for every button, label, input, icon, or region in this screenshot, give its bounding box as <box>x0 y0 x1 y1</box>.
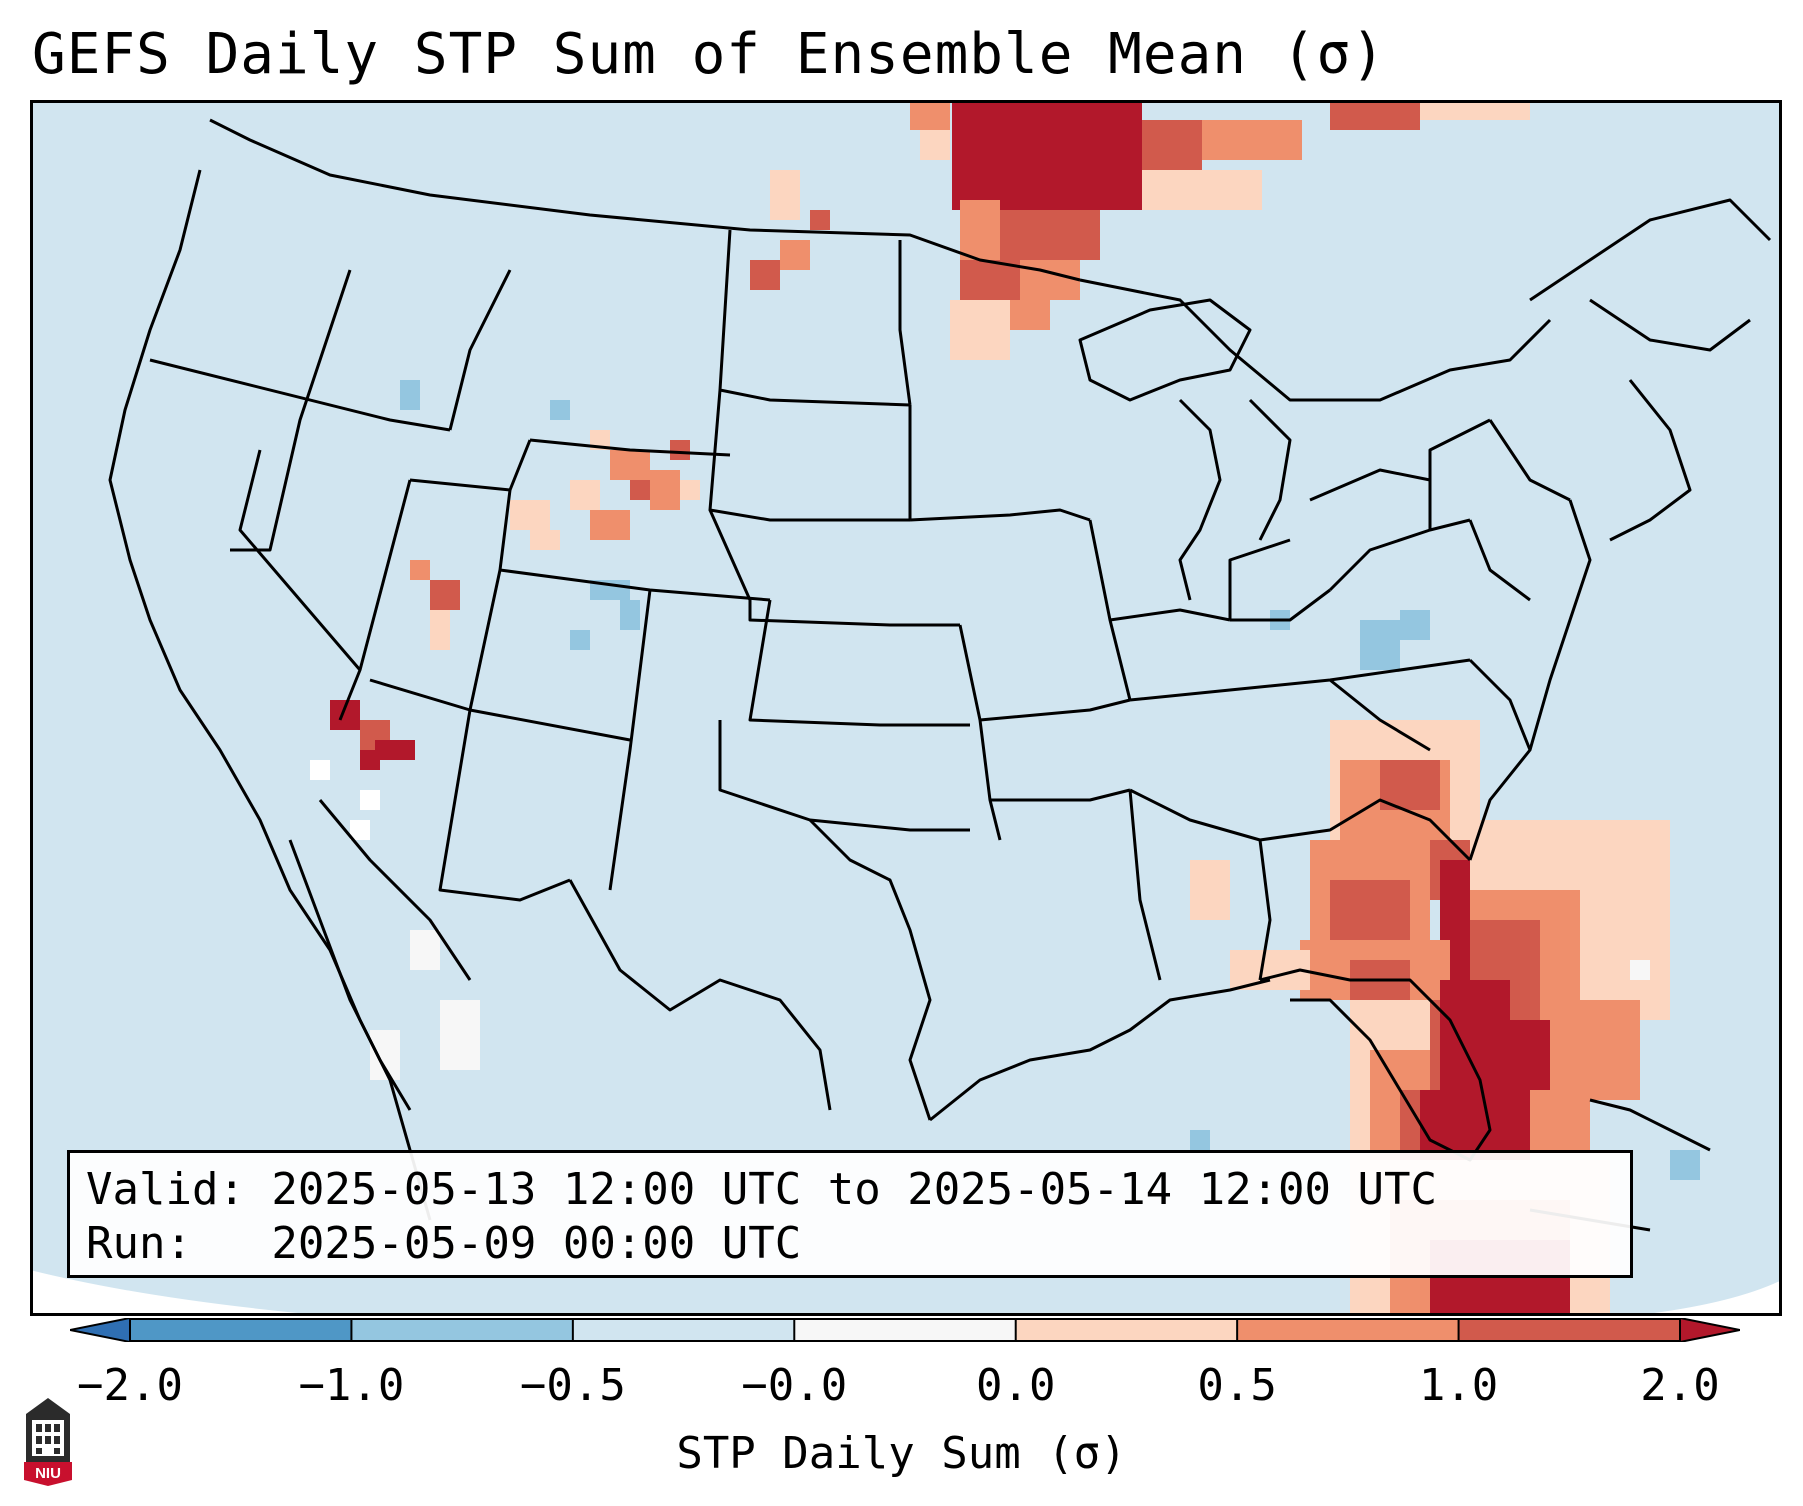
colorbar-segment <box>1237 1319 1460 1341</box>
colorbar-extend-low <box>70 1318 130 1342</box>
boundaries <box>108 118 1772 1232</box>
anomaly-baja <box>370 930 480 1080</box>
valid-run-info-box: Valid: 2025-05-13 12:00 UTC to 2025-05-1… <box>67 1150 1633 1278</box>
colorbar-segment <box>351 1319 574 1341</box>
niu-logo: NIU <box>24 1398 72 1486</box>
colorbar-tick-label: 1.0 <box>1418 1360 1499 1411</box>
anomaly-nevada <box>310 700 415 840</box>
valid-time-text: Valid: 2025-05-13 12:00 UTC to 2025-05-1… <box>86 1164 1438 1215</box>
colorbar-tick-label: −2.0 <box>77 1360 183 1411</box>
map-border <box>30 100 1782 1316</box>
colorbar-segment <box>130 1319 352 1341</box>
colorbar-tick-label: −0.5 <box>519 1360 626 1411</box>
svg-text:NIU: NIU <box>35 1465 61 1482</box>
colorbar-segment <box>572 1319 795 1341</box>
colorbar-segment <box>794 1319 1017 1341</box>
projection-edge-right <box>1630 1280 1782 1316</box>
border-canada-us <box>209 118 1081 282</box>
projection-edge-left <box>30 1270 330 1316</box>
colorbar-tick-label: 0.0 <box>975 1360 1056 1411</box>
colorbar-segment <box>1015 1319 1238 1341</box>
colorbar <box>70 1318 1740 1342</box>
map-canvas <box>30 100 1782 1316</box>
colorbar-outline <box>129 1318 1681 1342</box>
colorbar-tick-label: 2.0 <box>1640 1360 1720 1411</box>
colorbar-tick-label: −0.0 <box>741 1360 848 1411</box>
anomaly-west-virginia <box>1360 620 1400 670</box>
run-time-text: Run: 2025-05-09 00:00 UTC <box>86 1218 802 1269</box>
map-title: GEFS Daily STP Sum of Ensemble Mean (σ) <box>32 22 1386 87</box>
colorbar-tick-label: −1.0 <box>298 1360 405 1411</box>
colorbar-label: STP Daily Sum (σ) <box>676 1428 1127 1479</box>
colorbar-extend-high <box>1680 1318 1740 1342</box>
colorbar-tick-label: 0.5 <box>1197 1360 1277 1411</box>
anomaly-canada <box>750 100 1530 360</box>
anomaly-wyoming-utah <box>400 380 700 650</box>
map-panel <box>30 100 1782 1316</box>
colorbar-segment <box>1458 1319 1681 1341</box>
